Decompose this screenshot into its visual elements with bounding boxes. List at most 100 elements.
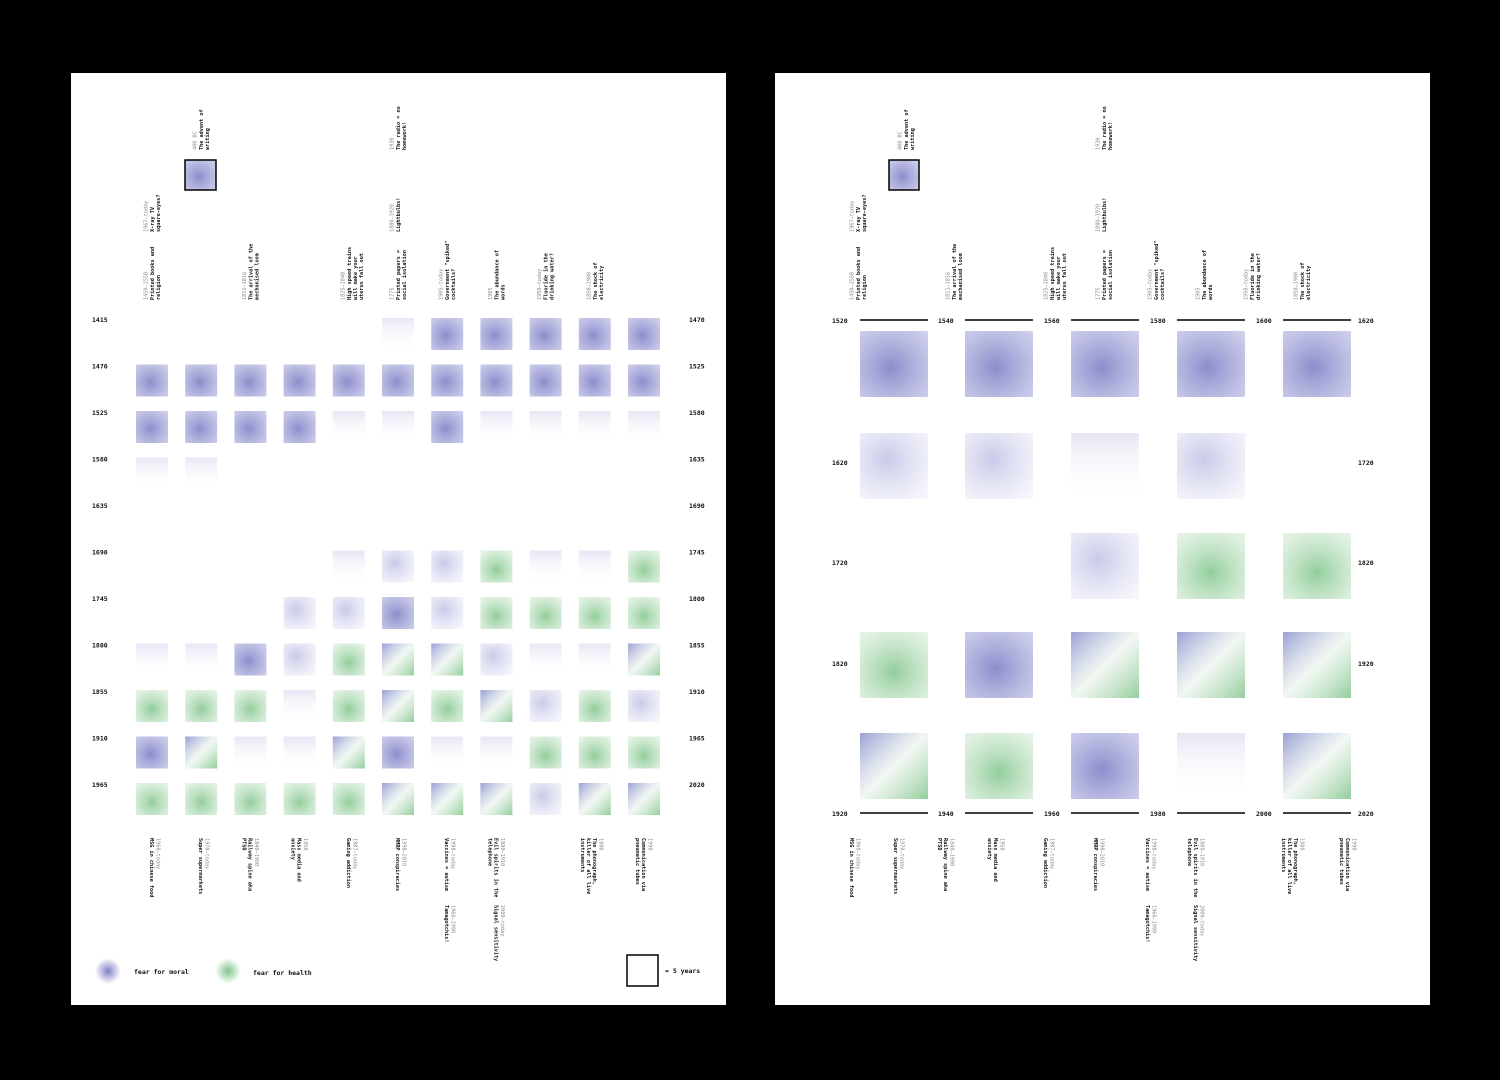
event-label: 1825–1840 High speed trainswill make your… xyxy=(1044,247,1068,300)
tile xyxy=(628,643,660,676)
tile xyxy=(529,736,562,769)
year-label: 1820 xyxy=(832,660,848,668)
event-title: Lightbulbs! xyxy=(396,198,402,232)
event-title: The advent ofwriting xyxy=(199,109,211,150)
year-label: 1580 xyxy=(689,409,705,417)
year-label: 1540 xyxy=(938,317,954,325)
tile xyxy=(136,364,168,397)
event-title: The arrival of themechanised loom xyxy=(248,244,260,300)
event-date: 1967–today xyxy=(850,201,856,232)
year-label: 1520 xyxy=(832,317,848,325)
event-label: 1967–today X-ray TVsquare-eyes? xyxy=(144,195,162,232)
tile xyxy=(480,550,513,583)
event-title: Fluoride in thedrinking water? xyxy=(1250,253,1262,300)
tile xyxy=(431,690,464,722)
event-date: 1775 xyxy=(390,288,396,301)
year-label: 1690 xyxy=(92,549,108,557)
legend-moral-swatch xyxy=(95,958,121,984)
event-date: 1880–1920 xyxy=(390,204,396,232)
year-label: 1620 xyxy=(1358,317,1374,325)
tile xyxy=(1283,632,1351,698)
year-label: 1690 xyxy=(689,502,705,510)
event-label: 1450–1550 Printed books andreligion xyxy=(144,247,162,300)
event-title: High speed trainswill make youruterus fa… xyxy=(1050,247,1068,300)
tile xyxy=(628,736,660,769)
tile xyxy=(860,632,928,698)
legend-health-swatch xyxy=(215,958,241,984)
event-date: 1850–1900 xyxy=(1294,272,1300,300)
event-date: 1880 xyxy=(597,838,603,851)
event-title: Fluoride in thedrinking water? xyxy=(543,253,555,300)
year-label: 1920 xyxy=(1358,660,1374,668)
year-label: 1560 xyxy=(1044,317,1060,325)
year-label: 1470 xyxy=(689,316,705,324)
event-date: 1998–today xyxy=(1151,838,1157,869)
tile xyxy=(234,411,267,443)
tile xyxy=(628,364,660,397)
tile xyxy=(480,643,513,676)
event-title: The abundance ofwords xyxy=(1202,250,1214,300)
tile xyxy=(234,364,267,397)
year-label: 1720 xyxy=(1358,459,1374,467)
event-date: 1970–today xyxy=(899,838,905,869)
event-date: 1880 xyxy=(1299,838,1305,851)
year-label: 1800 xyxy=(689,595,705,603)
year-label: 1920 xyxy=(832,810,848,818)
event-label: 400 BC The advent ofwriting xyxy=(898,109,916,150)
tile xyxy=(860,433,928,499)
event-title: Printed papers =social isolation xyxy=(396,250,408,300)
tile xyxy=(578,364,611,397)
tile xyxy=(382,318,414,350)
event-label: 1905–today Government "spiked"cocktails? xyxy=(1148,241,1166,300)
event-title: The abundance ofwords xyxy=(494,250,506,300)
tile xyxy=(578,550,611,583)
tile xyxy=(480,597,513,629)
event-date: 1998–today xyxy=(450,838,456,869)
event-date: 1960–today xyxy=(155,838,161,869)
year-label: 1600 xyxy=(1256,317,1272,325)
year-label: 1910 xyxy=(92,735,108,743)
event-date: 1840–1900 xyxy=(253,838,259,866)
year-label: 1940 xyxy=(938,810,954,818)
event-title: Gaming addiction xyxy=(1043,838,1049,888)
event-title: The phonograph,killer of all liveinstrum… xyxy=(579,838,597,894)
tile xyxy=(965,331,1033,397)
event-title: The shock ofelectricity xyxy=(592,263,604,300)
tile xyxy=(965,632,1033,698)
event-title: Printed books andreligion xyxy=(856,247,868,300)
tile xyxy=(1177,733,1245,799)
event-date: 1998–2010 xyxy=(401,838,407,866)
tile xyxy=(136,783,168,815)
tile xyxy=(480,411,513,443)
event-title: The advent ofwriting xyxy=(904,109,916,150)
tile xyxy=(382,597,414,629)
tile xyxy=(578,597,611,629)
event-date: 400 BC xyxy=(898,131,904,150)
tile xyxy=(480,364,513,397)
event-title: The arrival of themechanised loom xyxy=(952,244,964,300)
year-label: 1965 xyxy=(92,781,108,789)
event-label: 1880–1920 Lightbulbs! xyxy=(1096,198,1108,232)
tile xyxy=(234,643,267,676)
tile xyxy=(578,783,611,815)
tile xyxy=(185,690,218,722)
tile xyxy=(431,643,464,676)
tile xyxy=(431,411,464,443)
event-label: 1880–1920 Lightbulbs! xyxy=(390,198,402,232)
event-label: 1825–1840 High speed trainswill make your… xyxy=(340,247,364,300)
event-date: 1998–2010 xyxy=(1099,838,1105,866)
tile xyxy=(1177,632,1245,698)
tile xyxy=(1071,331,1139,397)
tile xyxy=(332,783,365,815)
